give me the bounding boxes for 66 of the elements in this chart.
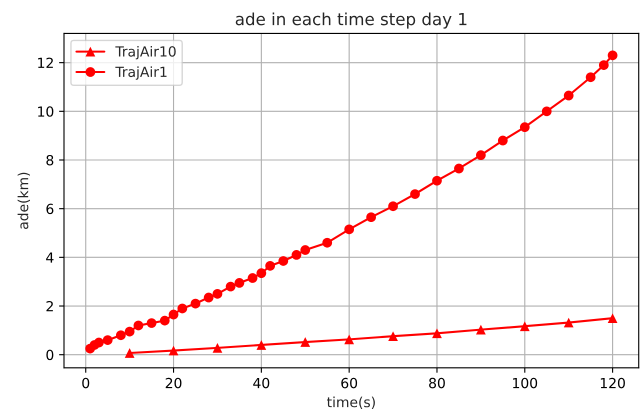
point [366,212,376,222]
point [265,261,275,271]
point [256,340,266,350]
point [300,337,310,347]
point [608,50,618,60]
point [177,304,188,314]
point [204,292,214,302]
point [564,318,574,328]
y-tick-label: 12 [38,58,53,68]
point [322,238,332,248]
point [608,313,618,324]
y-tick-label: 4 [46,252,54,263]
point [520,321,530,332]
point [520,122,530,132]
x-tick-label: 0 [82,378,90,388]
x-tick-label: 80 [429,378,445,388]
x-axis-title: time(s) [327,396,375,409]
point [212,288,222,299]
y-tick-label: 8 [46,154,54,166]
point [124,326,134,336]
point [248,273,258,283]
point [344,224,354,234]
point [256,268,266,278]
point [226,282,236,292]
point [476,150,486,160]
point [212,343,222,353]
point [432,328,442,338]
point [410,189,420,199]
x-tick-label: 40 [253,378,270,388]
y-tick-label: 0 [46,350,54,360]
point [168,310,178,320]
point [300,245,310,255]
point [116,330,126,340]
point [234,278,244,288]
point [190,298,200,308]
y-tick-label: 6 [46,204,54,214]
point [344,334,354,344]
x-tick-label: 100 [513,378,538,388]
point [168,346,178,356]
x-tick-label: 120 [600,378,625,388]
point [476,324,486,334]
point [454,164,464,174]
point [278,256,288,266]
y-tick-label: 2 [46,300,53,312]
point [102,335,113,345]
point [542,106,552,116]
point [292,250,302,260]
point [432,176,442,186]
y-tick-label: 10 [38,106,54,117]
point [388,201,398,212]
point [586,72,596,82]
point [146,318,156,328]
legend-label: TrajAir1 [115,66,167,80]
x-tick-label: 60 [341,378,358,388]
point [498,136,508,146]
y-axis-title: ade(km) [18,172,30,229]
point [134,320,144,330]
legend-label: TrajAir10 [115,46,176,60]
chart-title: ade in each time step day 1 [236,12,466,29]
point [124,348,134,358]
point [564,90,574,100]
point [94,338,104,348]
point [388,331,398,342]
point [160,316,170,326]
point [598,60,609,70]
x-tick-label: 20 [166,378,182,388]
